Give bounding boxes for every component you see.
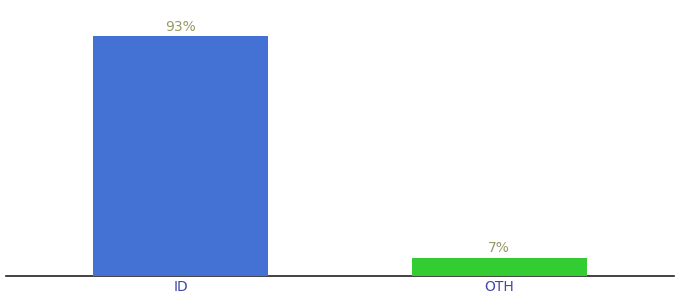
Bar — [411, 258, 587, 276]
Text: 7%: 7% — [488, 241, 510, 255]
Bar — [93, 36, 269, 276]
Text: 93%: 93% — [165, 20, 196, 34]
